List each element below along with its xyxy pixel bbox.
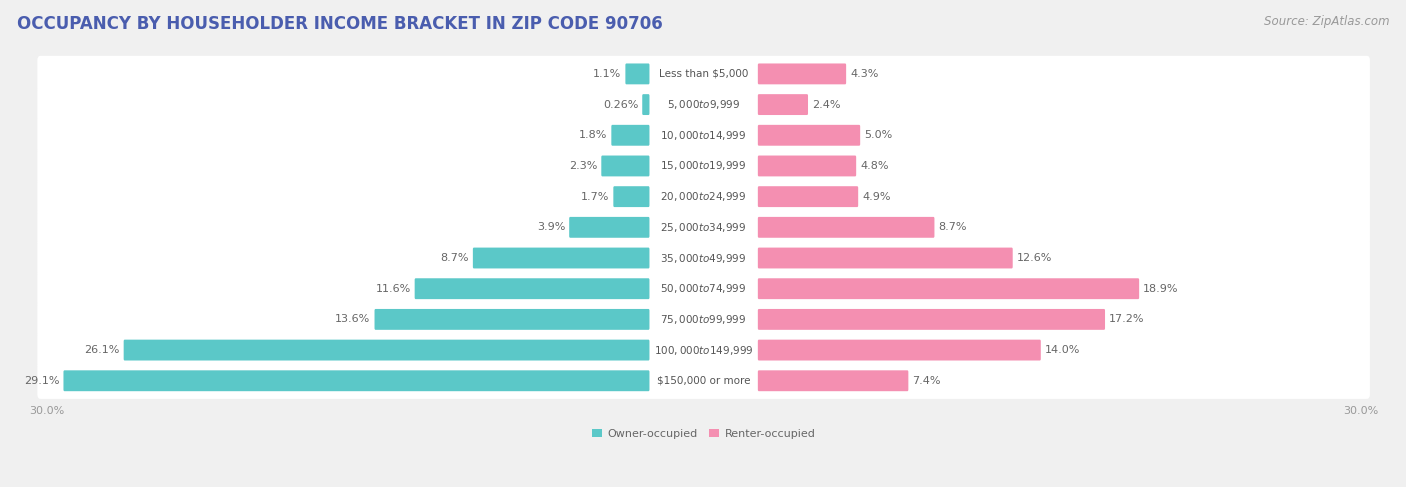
FancyBboxPatch shape [758, 217, 935, 238]
FancyBboxPatch shape [626, 63, 650, 84]
Text: 5.0%: 5.0% [865, 131, 893, 140]
Text: OCCUPANCY BY HOUSEHOLDER INCOME BRACKET IN ZIP CODE 90706: OCCUPANCY BY HOUSEHOLDER INCOME BRACKET … [17, 15, 662, 33]
Text: $10,000 to $14,999: $10,000 to $14,999 [661, 129, 747, 142]
FancyBboxPatch shape [472, 247, 650, 268]
Text: 4.9%: 4.9% [862, 192, 890, 202]
Text: 1.1%: 1.1% [593, 69, 621, 79]
FancyBboxPatch shape [38, 240, 1369, 276]
FancyBboxPatch shape [38, 148, 1369, 184]
FancyBboxPatch shape [38, 56, 1369, 92]
FancyBboxPatch shape [38, 87, 1369, 123]
Text: 2.3%: 2.3% [569, 161, 598, 171]
FancyBboxPatch shape [612, 125, 650, 146]
Text: 1.7%: 1.7% [581, 192, 609, 202]
FancyBboxPatch shape [38, 271, 1369, 307]
Text: 8.7%: 8.7% [938, 223, 967, 232]
Text: $100,000 to $149,999: $100,000 to $149,999 [654, 343, 754, 356]
Text: $25,000 to $34,999: $25,000 to $34,999 [661, 221, 747, 234]
Text: Source: ZipAtlas.com: Source: ZipAtlas.com [1264, 15, 1389, 28]
FancyBboxPatch shape [38, 117, 1369, 153]
FancyBboxPatch shape [758, 125, 860, 146]
FancyBboxPatch shape [569, 217, 650, 238]
Text: $150,000 or more: $150,000 or more [657, 376, 751, 386]
FancyBboxPatch shape [758, 309, 1105, 330]
Text: 13.6%: 13.6% [335, 315, 371, 324]
Text: 0.26%: 0.26% [603, 99, 638, 110]
FancyBboxPatch shape [758, 339, 1040, 360]
FancyBboxPatch shape [374, 309, 650, 330]
FancyBboxPatch shape [415, 278, 650, 299]
FancyBboxPatch shape [758, 278, 1139, 299]
FancyBboxPatch shape [38, 301, 1369, 337]
Text: 26.1%: 26.1% [84, 345, 120, 355]
Text: 18.9%: 18.9% [1143, 284, 1178, 294]
Text: $35,000 to $49,999: $35,000 to $49,999 [661, 251, 747, 264]
FancyBboxPatch shape [124, 339, 650, 360]
FancyBboxPatch shape [63, 370, 650, 391]
FancyBboxPatch shape [613, 186, 650, 207]
Text: 2.4%: 2.4% [813, 99, 841, 110]
Text: $20,000 to $24,999: $20,000 to $24,999 [661, 190, 747, 203]
Text: $15,000 to $19,999: $15,000 to $19,999 [661, 159, 747, 172]
FancyBboxPatch shape [758, 186, 858, 207]
Text: 7.4%: 7.4% [912, 376, 941, 386]
Text: 8.7%: 8.7% [440, 253, 468, 263]
Legend: Owner-occupied, Renter-occupied: Owner-occupied, Renter-occupied [588, 425, 820, 444]
Text: 4.8%: 4.8% [860, 161, 889, 171]
Text: 3.9%: 3.9% [537, 223, 565, 232]
FancyBboxPatch shape [758, 63, 846, 84]
Text: $50,000 to $74,999: $50,000 to $74,999 [661, 282, 747, 295]
FancyBboxPatch shape [758, 247, 1012, 268]
Text: 12.6%: 12.6% [1017, 253, 1052, 263]
Text: 4.3%: 4.3% [851, 69, 879, 79]
Text: 17.2%: 17.2% [1109, 315, 1144, 324]
FancyBboxPatch shape [38, 179, 1369, 215]
FancyBboxPatch shape [602, 155, 650, 176]
FancyBboxPatch shape [758, 155, 856, 176]
FancyBboxPatch shape [38, 209, 1369, 245]
FancyBboxPatch shape [758, 370, 908, 391]
Text: 11.6%: 11.6% [375, 284, 411, 294]
Text: 29.1%: 29.1% [24, 376, 59, 386]
Text: $5,000 to $9,999: $5,000 to $9,999 [666, 98, 740, 111]
FancyBboxPatch shape [758, 94, 808, 115]
FancyBboxPatch shape [643, 94, 650, 115]
Text: 1.8%: 1.8% [579, 131, 607, 140]
FancyBboxPatch shape [38, 332, 1369, 368]
Text: Less than $5,000: Less than $5,000 [659, 69, 748, 79]
FancyBboxPatch shape [38, 363, 1369, 399]
Text: 14.0%: 14.0% [1045, 345, 1080, 355]
Text: $75,000 to $99,999: $75,000 to $99,999 [661, 313, 747, 326]
